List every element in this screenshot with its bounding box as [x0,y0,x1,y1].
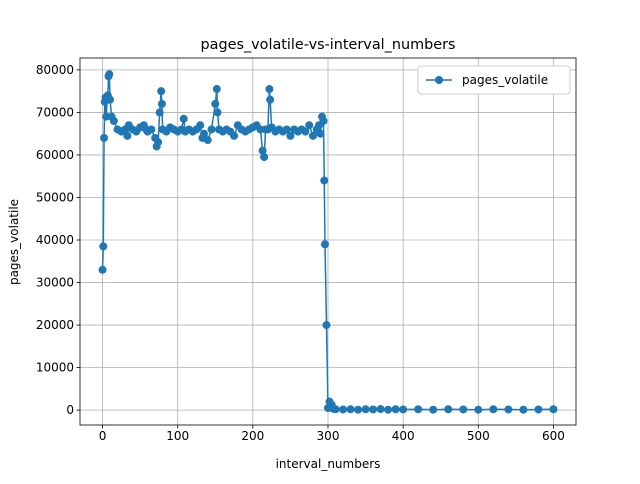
data-point [361,405,370,414]
data-point [459,405,468,414]
legend-marker [435,76,443,84]
data-point [286,131,295,140]
data-point [322,321,331,330]
data-point [100,133,109,142]
data-point [106,95,115,104]
data-point [319,116,328,125]
x-tick-label: 600 [542,429,565,443]
y-tick-label: 10000 [36,361,74,375]
y-tick-label: 40000 [36,233,74,247]
data-point [489,405,498,414]
y-tick-label: 30000 [36,276,74,290]
data-point [200,129,208,138]
data-point [308,131,317,140]
x-tick-label: 300 [317,429,340,443]
data-point [301,127,310,136]
y-tick-label: 0 [66,403,74,417]
data-point [384,405,393,414]
x-tick-label: 100 [166,429,189,443]
data-point [203,136,212,145]
data-point [316,129,325,138]
data-point [179,114,188,123]
y-tick-label: 20000 [36,318,74,332]
data-point [474,405,483,414]
data-point [504,405,513,414]
data-point [320,176,329,185]
y-axis-label: pages_volatile [7,199,21,285]
data-point [519,405,528,414]
legend-label: pages_volatile [462,73,548,87]
data-point [258,146,267,155]
data-point [260,153,269,162]
data-point [157,99,166,108]
data-point [331,405,340,414]
data-point [429,405,438,414]
data-point [99,242,108,251]
data-point [282,125,291,134]
data-point [265,85,274,94]
x-tick-label: 400 [392,429,415,443]
data-point [339,405,348,414]
data-point [549,405,558,414]
data-point [534,405,543,414]
y-tick-label: 50000 [36,190,74,204]
plot-frame [79,57,577,426]
data-point [414,405,423,414]
data-point [230,131,239,140]
legend-box [417,65,571,95]
legend: pages_volatile [417,65,571,95]
data-point [147,125,156,134]
x-tick-label: 200 [241,429,264,443]
data-point [320,240,329,249]
data-point [212,85,221,94]
data-point [305,121,314,130]
chart-title: pages_volatile-vs-interval_numbers [201,37,456,53]
x-axis-label: interval_numbers [276,457,381,471]
y-tick-label: 70000 [36,105,74,119]
data-point [354,405,363,414]
data-point [213,108,222,117]
y-tick-label: 80000 [36,63,74,77]
data-point [157,87,166,96]
data-point [369,405,378,414]
data-point [399,405,408,414]
data-point [376,405,385,414]
data-point [105,70,114,79]
data-point [444,405,453,414]
data-point [391,405,400,414]
data-point [266,95,275,104]
data-point [154,138,163,147]
data-point [155,108,164,117]
x-tick-label: 500 [467,429,490,443]
data-point [346,405,355,414]
data-point [207,125,216,134]
data-point [98,265,107,274]
data-point [196,121,205,130]
data-point [123,131,132,140]
y-tick-label: 60000 [36,148,74,162]
x-tick-label: 0 [99,429,107,443]
data-point [109,116,118,125]
data-point [211,99,220,108]
